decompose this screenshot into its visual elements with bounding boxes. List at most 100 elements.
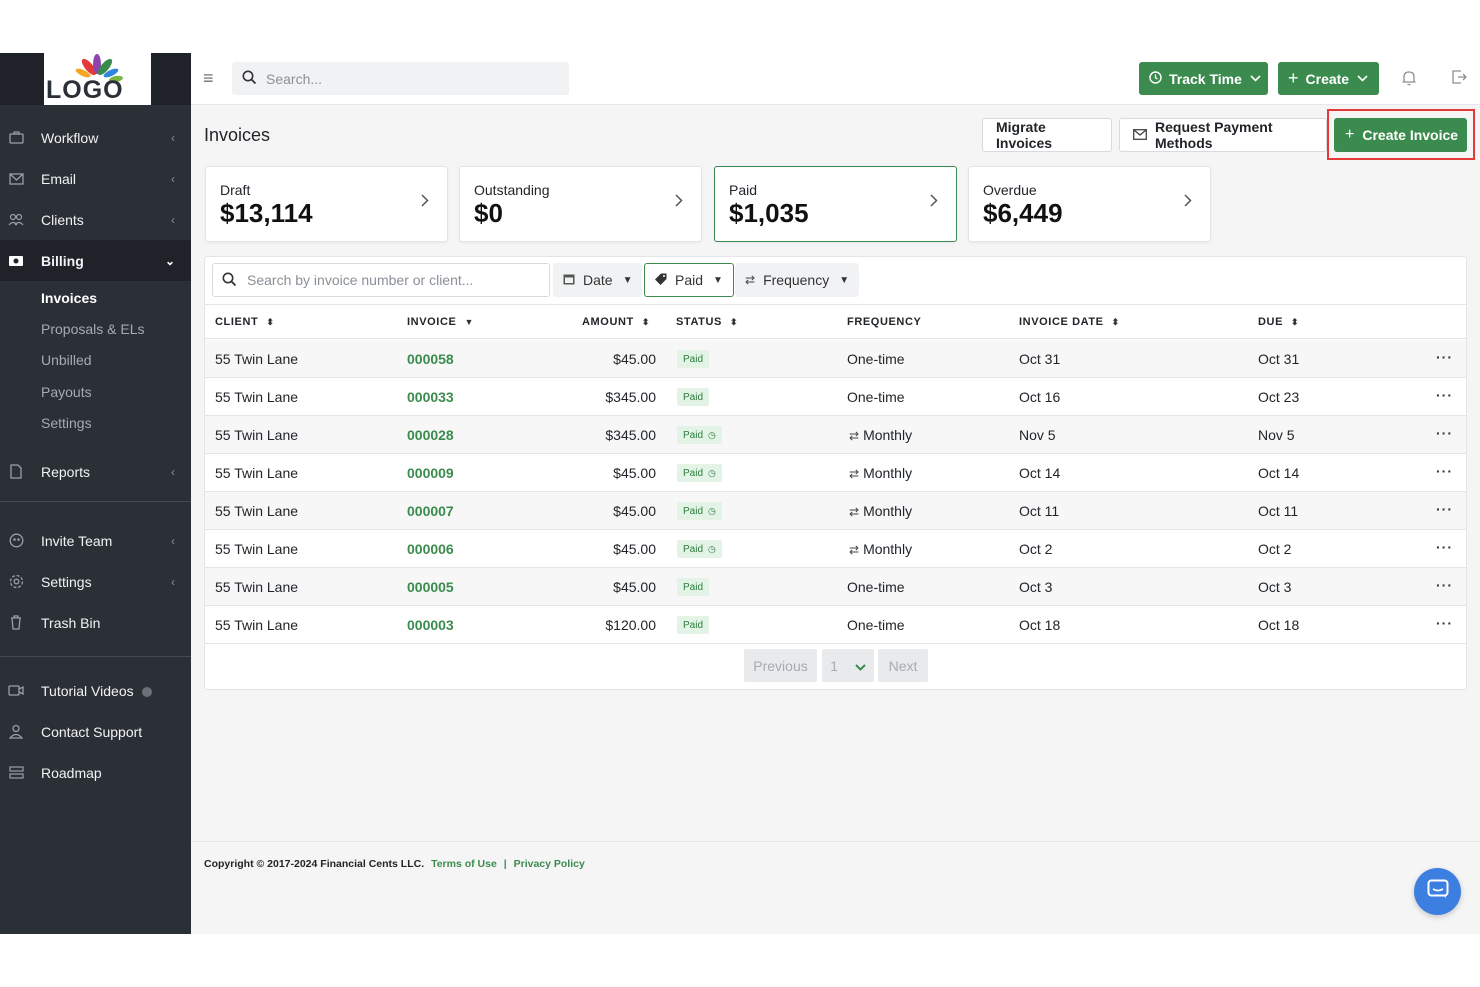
- sidebar-divider: [0, 501, 191, 502]
- more-actions-icon[interactable]: ···: [1436, 425, 1453, 441]
- previous-page-button[interactable]: Previous: [744, 649, 817, 682]
- chat-widget-button[interactable]: [1414, 868, 1461, 915]
- calendar-icon: [563, 273, 575, 288]
- sidebar-item-invite-team[interactable]: Invite Team ‹: [0, 520, 191, 561]
- page-select[interactable]: 1: [822, 649, 874, 682]
- column-header-amount[interactable]: AMOUNT ⬍: [582, 316, 650, 328]
- logout-icon[interactable]: [1452, 70, 1467, 88]
- table-row[interactable]: 55 Twin Lane 000006 $45.00 Paid ◷ ⇄ Monthl…: [205, 530, 1466, 568]
- cell-invoice-link[interactable]: 000028: [407, 427, 454, 443]
- stat-card-draft[interactable]: Draft $13,114: [205, 166, 448, 242]
- cell-frequency-text: Monthly: [863, 541, 913, 557]
- more-actions-icon[interactable]: ···: [1436, 501, 1453, 517]
- column-header-due[interactable]: DUE ⬍: [1258, 316, 1299, 328]
- bell-icon[interactable]: [1402, 70, 1416, 90]
- chat-icon: [1427, 879, 1449, 904]
- table-row[interactable]: 55 Twin Lane 000003 $120.00 Paid One-tim…: [205, 606, 1466, 644]
- status-filter[interactable]: Paid ▼: [644, 263, 734, 297]
- status-badge: Paid: [677, 578, 710, 596]
- global-search-input[interactable]: [266, 62, 556, 95]
- cell-invoice-link[interactable]: 000006: [407, 541, 454, 557]
- cell-due: Oct 23: [1258, 389, 1300, 405]
- column-header-invoice-date[interactable]: INVOICE DATE ⬍: [1019, 316, 1120, 328]
- invoice-search-input[interactable]: [247, 264, 543, 296]
- status-badge: Paid: [677, 350, 710, 368]
- hamburger-menu-icon[interactable]: ≡: [203, 68, 214, 88]
- cell-invoice-link[interactable]: 000005: [407, 579, 454, 595]
- chevron-right-icon: [1184, 194, 1192, 212]
- terms-link[interactable]: Terms of Use: [431, 858, 497, 870]
- sidebar-item-tutorial-videos[interactable]: Tutorial Videos: [0, 670, 191, 711]
- sidebar-subitem-invoices[interactable]: Invoices: [41, 290, 98, 306]
- column-header-invoice[interactable]: INVOICE ▼: [407, 316, 474, 328]
- table-row[interactable]: 55 Twin Lane 000033 $345.00 Paid One-tim…: [205, 378, 1466, 416]
- sidebar-item-email[interactable]: Email ‹: [0, 158, 191, 199]
- cell-due: Nov 5: [1258, 427, 1295, 443]
- more-actions-icon[interactable]: ···: [1436, 463, 1453, 479]
- create-invoice-label: Create Invoice: [1362, 127, 1459, 143]
- track-time-button[interactable]: Track Time: [1139, 62, 1268, 95]
- table-header: CLIENT ⬍ INVOICE ▼ AMOUNT ⬍ STATUS ⬍ FREQUEN…: [205, 304, 1466, 339]
- sidebar-subitem-unbilled[interactable]: Unbilled: [41, 352, 92, 368]
- sidebar-item-workflow[interactable]: Workflow ‹: [0, 117, 191, 158]
- sidebar-subitem-payouts[interactable]: Payouts: [41, 384, 92, 400]
- stat-card-paid[interactable]: Paid $1,035: [714, 166, 957, 242]
- cell-frequency: ⇄ Monthly: [849, 427, 912, 443]
- status-badge-label: Paid: [683, 467, 704, 479]
- date-filter[interactable]: Date ▼: [553, 263, 643, 297]
- cell-amount: $45.00: [613, 579, 656, 595]
- cell-invoice-link[interactable]: 000033: [407, 389, 454, 405]
- column-header-status[interactable]: STATUS ⬍: [676, 316, 738, 328]
- migrate-invoices-button[interactable]: Migrate Invoices: [982, 118, 1112, 152]
- stat-card-outstanding[interactable]: Outstanding $0: [459, 166, 702, 242]
- cell-frequency-text: Monthly: [863, 465, 913, 481]
- cell-invoice-link[interactable]: 000007: [407, 503, 454, 519]
- more-actions-icon[interactable]: ···: [1436, 387, 1453, 403]
- status-badge-label: Paid: [683, 429, 704, 441]
- cell-client: 55 Twin Lane: [215, 541, 299, 557]
- tag-icon: [655, 273, 667, 288]
- table-row[interactable]: 55 Twin Lane 000009 $45.00 Paid ◷ ⇄ Monthl…: [205, 454, 1466, 492]
- stat-card-overdue[interactable]: Overdue $6,449: [968, 166, 1211, 242]
- table-row[interactable]: 55 Twin Lane 000007 $45.00 Paid ◷ ⇄ Monthl…: [205, 492, 1466, 530]
- sidebar-item-label-text: Tutorial Videos: [41, 682, 134, 699]
- table-row[interactable]: 55 Twin Lane 000028 $345.00 Paid ◷ ⇄ Month…: [205, 416, 1466, 454]
- more-actions-icon[interactable]: ···: [1436, 577, 1453, 593]
- privacy-link[interactable]: Privacy Policy: [513, 858, 585, 870]
- sidebar-item-contact-support[interactable]: Contact Support: [0, 711, 191, 752]
- column-header-client[interactable]: CLIENT ⬍: [215, 316, 274, 328]
- sidebar-item-settings[interactable]: Settings ‹: [0, 561, 191, 602]
- sidebar-subitem-settings[interactable]: Settings: [41, 415, 92, 431]
- create-button[interactable]: + Create: [1278, 62, 1379, 95]
- more-actions-icon[interactable]: ···: [1436, 349, 1453, 365]
- sidebar-item-trash-bin[interactable]: Trash Bin: [0, 602, 191, 643]
- stat-label: Paid: [729, 182, 758, 198]
- stat-label: Overdue: [983, 182, 1037, 198]
- sidebar-item-billing[interactable]: Billing ⌄: [0, 240, 191, 281]
- cell-invoice-link[interactable]: 000003: [407, 617, 454, 633]
- table-row[interactable]: 55 Twin Lane 000005 $45.00 Paid One-time…: [205, 568, 1466, 606]
- column-header-frequency: FREQUENCY: [847, 316, 921, 328]
- clock-icon: ◷: [708, 505, 716, 516]
- cell-client: 55 Twin Lane: [215, 427, 299, 443]
- money-icon: [8, 253, 24, 269]
- sidebar-item-roadmap[interactable]: Roadmap: [0, 752, 191, 793]
- frequency-filter[interactable]: ⇄ Frequency ▼: [735, 263, 860, 297]
- create-invoice-button[interactable]: + Create Invoice: [1334, 118, 1467, 152]
- sidebar-item-clients[interactable]: Clients ‹: [0, 199, 191, 240]
- sidebar-item-reports[interactable]: Reports ‹: [0, 451, 191, 492]
- cell-invoice-link[interactable]: 000058: [407, 351, 454, 367]
- request-payment-methods-button[interactable]: Request Payment Methods: [1119, 118, 1327, 152]
- table-row[interactable]: 55 Twin Lane 000058 $45.00 Paid One-time…: [205, 340, 1466, 378]
- cell-frequency: ⇄ Monthly: [849, 465, 912, 481]
- cell-amount: $45.00: [613, 503, 656, 519]
- next-page-button[interactable]: Next: [878, 649, 928, 682]
- clock-icon: ◷: [708, 543, 716, 554]
- logo[interactable]: LOGO: [44, 53, 151, 105]
- cell-invoice-link[interactable]: 000009: [407, 465, 454, 481]
- status-badge-label: Paid: [683, 505, 704, 517]
- more-actions-icon[interactable]: ···: [1436, 615, 1453, 631]
- cell-invoice-date: Oct 11: [1019, 503, 1060, 519]
- sidebar-subitem-proposals[interactable]: Proposals & ELs: [41, 321, 145, 337]
- more-actions-icon[interactable]: ···: [1436, 539, 1453, 555]
